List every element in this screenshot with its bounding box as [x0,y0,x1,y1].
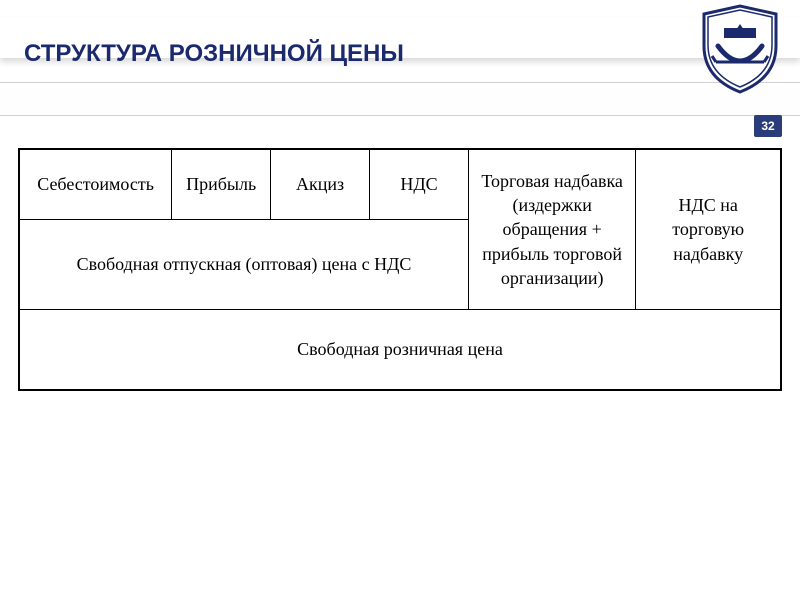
cell-trade-markup: Торговая надбавка (издержки обращения + … [468,150,635,310]
cell-cost: Себестоимость [20,150,172,220]
page-title: СТРУКТУРА РОЗНИЧНОЙ ЦЕНЫ [24,40,404,68]
cell-vat-on-markup: НДС на торговую надбавку [636,150,781,310]
price-structure-table: Себестоимость Прибыль Акциз НДС Торговая… [18,148,782,391]
cell-profit: Прибыль [172,150,271,220]
cell-wholesale-price: Свободная отпускная (оптовая) цена с НДС [20,220,469,310]
cell-excise: Акциз [271,150,370,220]
cell-vat: НДС [370,150,469,220]
shield-emblem-icon [698,4,782,94]
divider-bar [0,82,800,116]
slide-number-badge: 32 [754,115,782,137]
cell-retail-price: Свободная розничная цена [20,310,781,390]
